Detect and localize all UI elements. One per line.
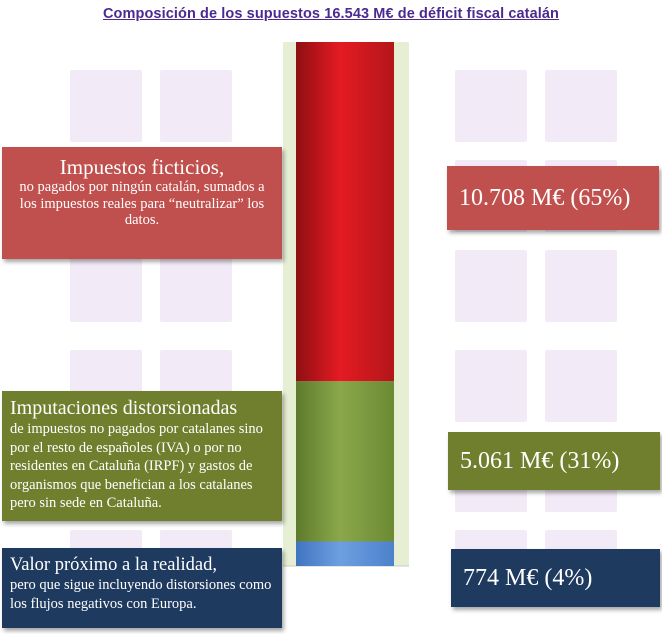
background-tile <box>160 250 232 322</box>
red-description-box: Impuestos ficticios, no pagados por ning… <box>2 147 282 259</box>
blue-box-heading: Valor próximo a la realidad, <box>10 555 218 575</box>
background-tile <box>545 250 617 322</box>
red-box-heading: Impuestos ficticios, <box>59 155 225 179</box>
background-tile <box>70 250 142 322</box>
bar-segment-blue <box>296 541 394 566</box>
red-box-body: no pagados por ningún catalán, sumados a… <box>19 179 265 228</box>
background-tile <box>70 70 142 142</box>
background-tile <box>455 350 527 422</box>
red-value-label: 10.708 M€ (65%) <box>447 166 659 230</box>
blue-box-body: pero que sigue incluyendo distorsiones c… <box>10 577 272 612</box>
background-tile <box>160 70 232 142</box>
green-box-body: de impuestos no pagados por catalanes si… <box>10 421 263 511</box>
background-tile <box>455 70 527 142</box>
chart-title: Composición de los supuestos 16.543 M€ d… <box>102 6 560 22</box>
blue-description-box: Valor próximo a la realidad, pero que si… <box>2 548 282 628</box>
bar-segment-green <box>296 381 394 542</box>
green-value-label: 5.061 M€ (31%) <box>448 432 660 490</box>
green-box-heading: Imputaciones distorsionadas <box>10 397 238 419</box>
blue-value-label: 774 M€ (4%) <box>451 549 660 607</box>
green-description-box: Imputaciones distorsionadas de impuestos… <box>2 391 282 521</box>
bar-segment-red <box>296 42 394 382</box>
background-tile <box>455 250 527 322</box>
background-tile <box>545 350 617 422</box>
background-tile <box>545 70 617 142</box>
